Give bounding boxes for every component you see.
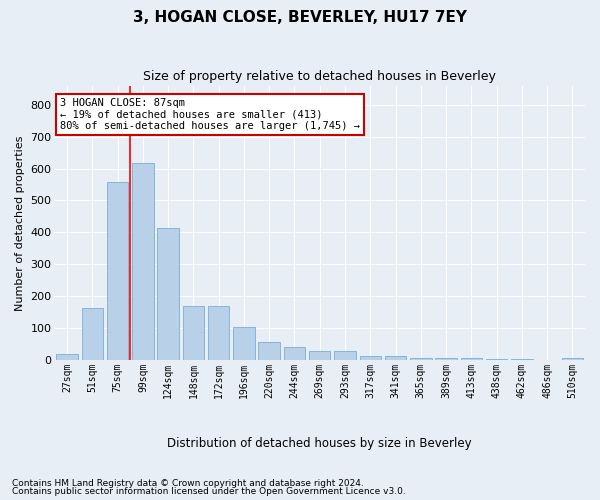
Bar — [461, 358, 482, 360]
Bar — [562, 358, 583, 360]
Bar — [157, 228, 179, 360]
Bar — [334, 350, 356, 360]
Bar — [233, 327, 254, 360]
Bar — [182, 306, 204, 360]
Y-axis label: Number of detached properties: Number of detached properties — [15, 135, 25, 310]
Bar — [284, 346, 305, 360]
Text: Contains public sector information licensed under the Open Government Licence v3: Contains public sector information licen… — [12, 487, 406, 496]
Title: Size of property relative to detached houses in Beverley: Size of property relative to detached ho… — [143, 70, 496, 83]
Text: Contains HM Land Registry data © Crown copyright and database right 2024.: Contains HM Land Registry data © Crown c… — [12, 478, 364, 488]
Bar — [385, 356, 406, 360]
Bar — [486, 359, 508, 360]
Bar — [208, 306, 229, 360]
Bar — [359, 356, 381, 360]
Bar — [436, 358, 457, 360]
X-axis label: Distribution of detached houses by size in Beverley: Distribution of detached houses by size … — [167, 437, 472, 450]
Bar — [259, 342, 280, 360]
Text: 3, HOGAN CLOSE, BEVERLEY, HU17 7EY: 3, HOGAN CLOSE, BEVERLEY, HU17 7EY — [133, 10, 467, 25]
Bar — [107, 182, 128, 360]
Bar — [56, 354, 78, 360]
Text: 3 HOGAN CLOSE: 87sqm
← 19% of detached houses are smaller (413)
80% of semi-deta: 3 HOGAN CLOSE: 87sqm ← 19% of detached h… — [60, 98, 360, 131]
Bar — [132, 163, 154, 360]
Bar — [309, 350, 331, 360]
Bar — [410, 358, 431, 360]
Bar — [82, 308, 103, 360]
